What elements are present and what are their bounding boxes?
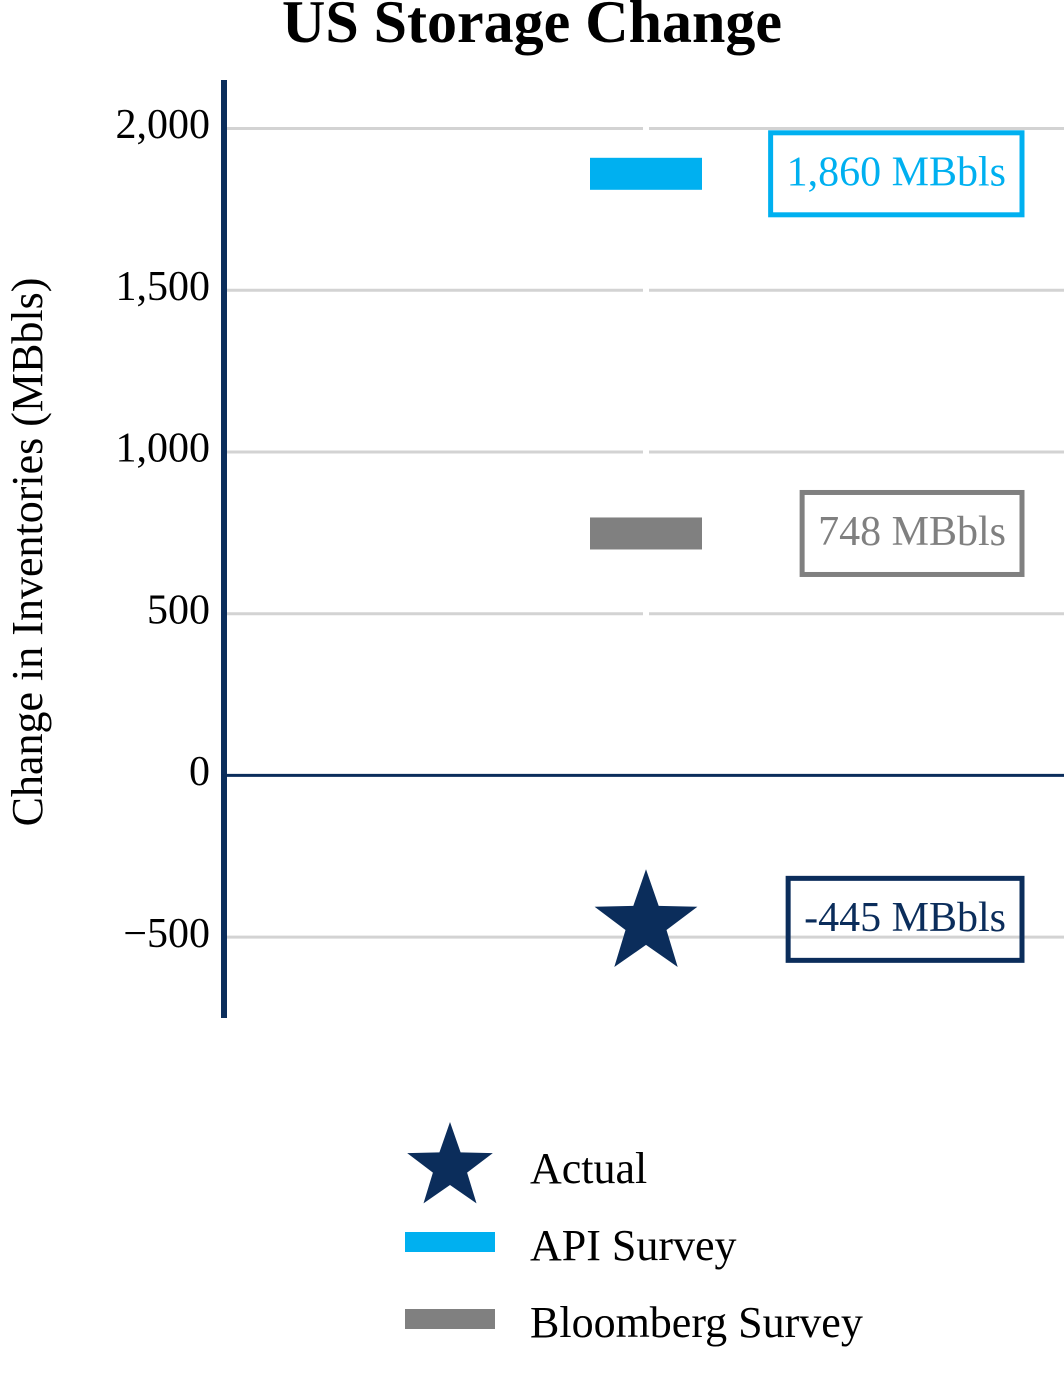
legend-label: API Survey: [530, 1221, 737, 1270]
value-label-box: [785, 875, 1025, 963]
y-tick-label: 1,500: [116, 264, 211, 310]
data-marker: [590, 157, 702, 190]
legend-marker: [407, 1122, 493, 1204]
y-axis-label: Change in Inventories (MBbls): [3, 278, 52, 827]
y-tick-label: 500: [147, 587, 210, 633]
data-marker: [594, 869, 698, 967]
value-label: -445 MBbls: [804, 895, 1006, 941]
legend-marker: [405, 1232, 495, 1252]
y-tick-label: 0: [189, 749, 210, 795]
value-label-box: [768, 130, 1025, 218]
legend-label: Actual: [530, 1144, 647, 1193]
chart-title: US Storage Change: [282, 0, 782, 55]
y-tick-label: 2,000: [116, 102, 211, 148]
legend-marker: [405, 1309, 495, 1329]
value-label-box: [799, 489, 1025, 577]
y-tick-label: −500: [123, 911, 210, 957]
value-label: 748 MBbls: [818, 509, 1006, 555]
data-marker: [590, 517, 702, 550]
y-tick-label: 1,000: [116, 426, 211, 472]
legend-label: Bloomberg Survey: [530, 1298, 863, 1347]
value-label: 1,860 MBbls: [787, 149, 1006, 195]
